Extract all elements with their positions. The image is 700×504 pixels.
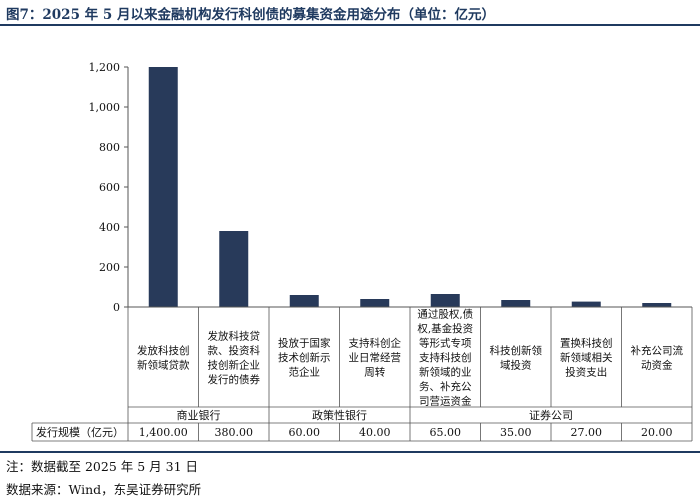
bar xyxy=(501,300,531,307)
title-rule xyxy=(0,24,700,26)
category-label: 发行的债券 xyxy=(208,373,261,386)
category-label: 发放科技贷 xyxy=(208,329,261,342)
group-label: 政策性银行 xyxy=(312,408,367,422)
category-label: 周转 xyxy=(364,366,385,379)
category-label: 业日常经营 xyxy=(349,351,402,364)
y-tick-label: 800 xyxy=(99,141,120,154)
value-label: 40.00 xyxy=(359,426,391,439)
y-tick-label: 200 xyxy=(99,261,120,274)
category-label: 域投资 xyxy=(500,358,532,371)
category-label: 支持科技创 xyxy=(419,351,472,364)
category-label: 新领域贷款 xyxy=(137,358,190,371)
category-label: 司营运资金 xyxy=(419,395,472,408)
row-label: 发行规模（亿元） xyxy=(36,425,124,439)
y-tick-label: 1,000 xyxy=(89,101,121,114)
category-label: 置换科技创 xyxy=(560,337,613,350)
group-label: 商业银行 xyxy=(177,408,221,422)
bar xyxy=(571,301,601,307)
y-tick-label: 600 xyxy=(99,181,120,194)
value-label: 380.00 xyxy=(215,426,254,439)
data-note: 注：数据截至 2025 年 5 月 31 日 xyxy=(6,459,199,474)
category-label: 投放于国家 xyxy=(278,337,331,350)
category-label: 通过股权,债 xyxy=(417,308,473,321)
bar xyxy=(289,295,319,307)
y-tick-label: 0 xyxy=(113,301,120,314)
bar xyxy=(360,299,390,307)
value-label: 27.00 xyxy=(571,426,603,439)
category-label: 发放科技创 xyxy=(137,344,190,357)
value-label: 60.00 xyxy=(289,426,321,439)
category-label: 新领域的业 xyxy=(419,366,472,379)
bar xyxy=(219,231,249,307)
value-label: 35.00 xyxy=(500,426,532,439)
category-label: 款、投资科 xyxy=(208,344,261,357)
category-label: 动资金 xyxy=(641,358,673,371)
bar xyxy=(430,294,460,307)
group-label: 证券公司 xyxy=(529,408,573,422)
value-label: 65.00 xyxy=(430,426,462,439)
category-label: 务、补充公 xyxy=(419,380,472,393)
category-label: 范企业 xyxy=(289,366,321,379)
category-label: 新领域相关 xyxy=(560,351,613,364)
data-source: 数据来源：Wind，东吴证券研究所 xyxy=(6,482,202,497)
value-label: 1,400.00 xyxy=(139,426,188,439)
category-label: 技创新企业 xyxy=(208,358,261,371)
category-label: 补充公司流 xyxy=(631,344,684,357)
footer-rule xyxy=(0,451,700,453)
category-label: 科技创新领 xyxy=(490,344,543,357)
category-label: 投资支出 xyxy=(565,366,607,379)
category-label: 权,基金投资 xyxy=(417,322,473,335)
bar xyxy=(642,303,672,307)
chart-title: 图7：2025 年 5 月以来金融机构发行科创债的募集资金用途分布（单位：亿元） xyxy=(6,7,495,23)
value-label: 20.00 xyxy=(641,426,673,439)
category-label: 支持科创企 xyxy=(349,337,402,350)
bar xyxy=(148,67,178,307)
y-tick-label: 400 xyxy=(99,221,120,234)
category-label: 等形式专项 xyxy=(419,337,472,350)
y-tick-label: 1,200 xyxy=(89,61,121,74)
category-label: 技术创新示 xyxy=(278,351,331,364)
